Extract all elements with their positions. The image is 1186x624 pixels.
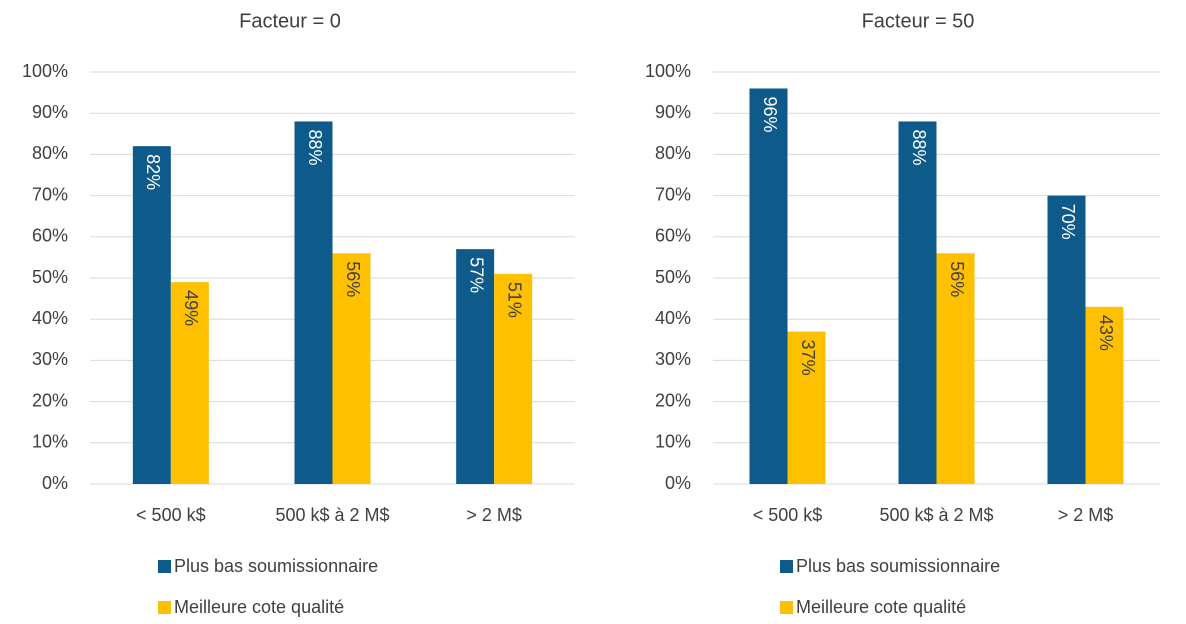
y-tick-label: 50% <box>655 267 691 287</box>
x-tick-label: 500 k$ à 2 M$ <box>879 505 993 525</box>
x-tick-label: < 500 k$ <box>753 505 823 525</box>
bar <box>494 273 533 484</box>
bar <box>332 253 371 484</box>
y-tick-label: 30% <box>32 349 68 369</box>
y-tick-label: 90% <box>655 102 691 122</box>
bar <box>132 146 171 484</box>
y-tick-label: 100% <box>22 61 68 81</box>
legend-label: Meilleure cote qualité <box>796 597 966 617</box>
data-label: 56% <box>947 261 967 297</box>
chart: Facteur = 0 0% 10% 20% 30% 40% 50% 60% 70% 80% 90%… <box>22 10 575 617</box>
data-label: 70% <box>1058 204 1078 240</box>
y-tick-label: 70% <box>32 184 68 204</box>
data-label: 88% <box>305 129 325 165</box>
y-tick-label: 0% <box>42 473 68 493</box>
data-label: 82% <box>143 154 163 190</box>
data-label: 51% <box>504 282 524 318</box>
chart-title: Facteur = 50 <box>862 10 975 32</box>
y-tick-label: 100% <box>645 61 691 81</box>
legend-label: Plus bas soumissionnaire <box>174 556 378 576</box>
y-tick-label: 10% <box>32 432 68 452</box>
y-tick-label: 0% <box>665 473 691 493</box>
legend-swatch <box>158 601 171 614</box>
bar <box>936 253 975 484</box>
legend-swatch <box>780 601 793 614</box>
y-tick-label: 40% <box>655 308 691 328</box>
y-tick-label: 50% <box>32 267 68 287</box>
x-tick-label: > 2 M$ <box>1058 505 1114 525</box>
y-tick-label: 60% <box>32 226 68 246</box>
data-label: 43% <box>1096 315 1116 351</box>
legend-swatch <box>158 560 171 573</box>
data-label: 56% <box>343 261 363 297</box>
y-tick-label: 80% <box>655 143 691 163</box>
data-label: 49% <box>181 290 201 326</box>
chart: Facteur = 50 0% 10% 20% 30% 40% 50% 60% 70% 80% 90… <box>645 10 1160 617</box>
x-tick-label: > 2 M$ <box>466 505 522 525</box>
bar <box>1085 306 1124 484</box>
y-tick-label: 40% <box>32 308 68 328</box>
bar <box>898 121 937 484</box>
bar <box>294 121 333 484</box>
data-label: 57% <box>466 257 486 293</box>
y-tick-label: 80% <box>32 143 68 163</box>
legend-label: Meilleure cote qualité <box>174 597 344 617</box>
bar <box>170 282 209 484</box>
bar <box>749 88 788 484</box>
legend-label: Plus bas soumissionnaire <box>796 556 1000 576</box>
chart-title: Facteur = 0 <box>239 10 341 32</box>
y-tick-label: 10% <box>655 432 691 452</box>
data-label: 88% <box>909 129 929 165</box>
x-tick-label: < 500 k$ <box>136 505 206 525</box>
bar <box>1047 195 1086 484</box>
data-label: 37% <box>798 340 818 376</box>
y-tick-label: 70% <box>655 184 691 204</box>
y-tick-label: 20% <box>32 390 68 410</box>
legend-swatch <box>780 560 793 573</box>
bar <box>787 331 826 484</box>
y-tick-label: 90% <box>32 102 68 122</box>
y-tick-label: 30% <box>655 349 691 369</box>
x-tick-label: 500 k$ à 2 M$ <box>275 505 389 525</box>
y-tick-label: 60% <box>655 226 691 246</box>
y-tick-label: 20% <box>655 390 691 410</box>
data-label: 96% <box>760 96 780 132</box>
bar <box>456 249 495 484</box>
